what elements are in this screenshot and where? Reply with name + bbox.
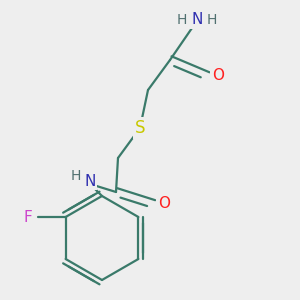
- Text: O: O: [212, 68, 224, 83]
- Text: N: N: [191, 13, 203, 28]
- Text: O: O: [158, 196, 170, 211]
- Text: H: H: [207, 13, 217, 27]
- Text: H: H: [71, 169, 81, 183]
- Text: H: H: [177, 13, 187, 27]
- Text: N: N: [84, 173, 96, 188]
- Text: F: F: [23, 209, 32, 224]
- Text: S: S: [135, 119, 145, 137]
